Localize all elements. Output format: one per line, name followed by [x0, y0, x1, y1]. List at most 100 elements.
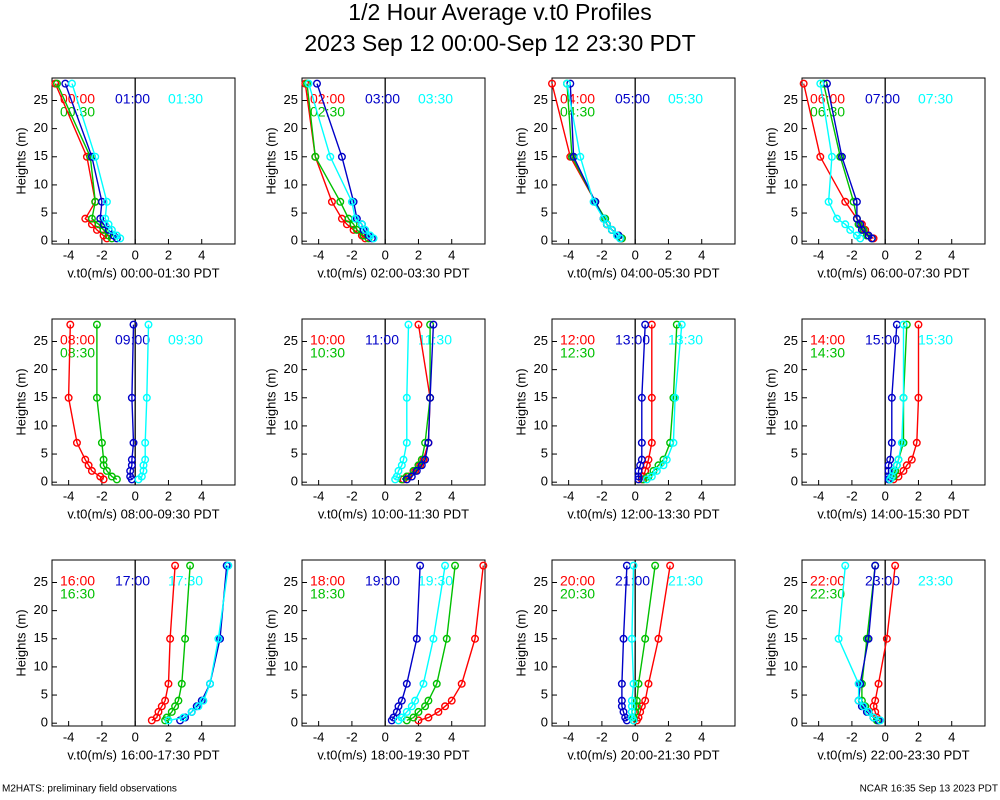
y-tick-label: 20 — [34, 361, 48, 376]
profile-point — [677, 320, 686, 329]
profile-point — [411, 696, 420, 705]
y-axis-label: Heights (m) — [263, 609, 278, 676]
x-axis-label: v.t0(m/s) 06:00-07:30 PDT — [817, 265, 969, 280]
profile-point — [97, 197, 106, 206]
panel: -4 -2 0 2 4 0 5 10 15 20 25 v.t0(m/s) 04:00-05:30 P… — [513, 77, 736, 280]
y-tick-label: 10 — [784, 176, 798, 191]
legend-label: 17:00 — [115, 573, 150, 589]
legend-label: 03:00 — [365, 91, 400, 107]
profile-point — [824, 197, 833, 206]
x-tick-label: 2 — [915, 488, 922, 503]
x-tick-label: 0 — [132, 488, 139, 503]
y-tick-label: 10 — [784, 658, 798, 673]
profile-point — [407, 472, 416, 481]
y-tick-label: 5 — [291, 445, 298, 460]
profile-point — [84, 461, 93, 470]
profile-point — [871, 696, 880, 705]
x-tick-label: 4 — [698, 247, 705, 262]
y-tick-label: 25 — [784, 333, 798, 348]
x-tick-label: 0 — [382, 488, 389, 503]
footer-left: M2HATS: preliminary field observations — [2, 784, 177, 795]
profile-point — [548, 79, 557, 88]
profile-point — [416, 561, 425, 570]
profile-point — [647, 438, 656, 447]
profile-point — [412, 466, 421, 475]
legend-label: 05:00 — [615, 91, 650, 107]
x-tick-label: 0 — [632, 247, 639, 262]
profile-point — [619, 634, 628, 643]
profile-point — [912, 438, 921, 447]
y-tick-label: 5 — [791, 445, 798, 460]
legend-label: 18:00 — [310, 573, 345, 589]
profile-point — [394, 466, 403, 475]
profile-point — [397, 696, 406, 705]
x-axis-label: v.t0(m/s) 00:00-01:30 PDT — [67, 265, 219, 280]
profile-point — [96, 472, 105, 481]
profile-point — [602, 220, 611, 229]
profile-point — [671, 393, 680, 402]
legend-label: 09:30 — [168, 332, 203, 348]
x-tick-label: -4 — [813, 729, 825, 744]
profile-point — [641, 634, 650, 643]
legend-label: 14:00 — [810, 332, 845, 348]
profile-point — [171, 702, 180, 711]
profile-point — [617, 702, 626, 711]
profile-point — [87, 214, 96, 223]
x-tick-label: 2 — [915, 247, 922, 262]
profile-point — [887, 438, 896, 447]
x-tick-label: -4 — [813, 247, 825, 262]
profile-point — [834, 634, 843, 643]
profile-point — [421, 702, 430, 711]
profile-point — [441, 702, 450, 711]
y-tick-label: 25 — [284, 574, 298, 589]
legend-label: 23:30 — [918, 573, 953, 589]
profile-point — [157, 702, 166, 711]
x-axis-label: v.t0(m/s) 16:00-17:30 PDT — [67, 747, 219, 762]
y-tick-label: 25 — [34, 574, 48, 589]
profile-point — [361, 225, 370, 234]
x-tick-label: 4 — [698, 729, 705, 744]
y-tick-label: 25 — [34, 92, 48, 107]
profile-point — [186, 561, 195, 570]
profile-point — [402, 472, 411, 481]
profile-point — [304, 79, 313, 88]
y-tick-label: 15 — [34, 389, 48, 404]
profile-point — [399, 455, 408, 464]
legend-label: 13:00 — [615, 332, 650, 348]
profile-point — [141, 438, 150, 447]
profile-point — [96, 214, 105, 223]
y-tick-label: 20 — [284, 602, 298, 617]
y-tick-label: 10 — [34, 658, 48, 673]
profile-point — [347, 197, 356, 206]
profile-point — [429, 634, 438, 643]
profile-line — [71, 83, 121, 239]
profile-point — [426, 393, 435, 402]
profile-point — [102, 466, 111, 475]
y-tick-label: 5 — [291, 686, 298, 701]
x-tick-label: 2 — [415, 729, 422, 744]
legend-label: 04:30 — [560, 104, 595, 120]
y-tick-label: 0 — [41, 233, 48, 248]
profile-point — [672, 320, 681, 329]
legend-label: 14:30 — [810, 345, 845, 361]
profile-point — [914, 393, 923, 402]
y-tick-label: 0 — [41, 474, 48, 489]
profile-point — [607, 225, 616, 234]
y-tick-label: 5 — [791, 686, 798, 701]
legend-label: 11:00 — [365, 332, 399, 348]
x-tick-label: -4 — [563, 729, 575, 744]
y-tick-label: 15 — [34, 630, 48, 645]
x-axis-label: v.t0(m/s) 20:00-21:30 PDT — [567, 747, 719, 762]
profile-point — [104, 231, 113, 240]
x-tick-label: 4 — [948, 247, 955, 262]
x-axis-label: v.t0(m/s) 14:00-15:30 PDT — [817, 506, 969, 521]
profile-point — [632, 696, 641, 705]
y-tick-label: 0 — [41, 715, 48, 730]
y-axis-label: Heights (m) — [263, 127, 278, 194]
y-tick-label: 0 — [291, 715, 298, 730]
y-tick-label: 10 — [534, 417, 548, 432]
profile-point — [451, 561, 460, 570]
profile-point — [402, 393, 411, 402]
legend-label: 11:30 — [418, 332, 452, 348]
x-tick-label: -4 — [63, 729, 75, 744]
